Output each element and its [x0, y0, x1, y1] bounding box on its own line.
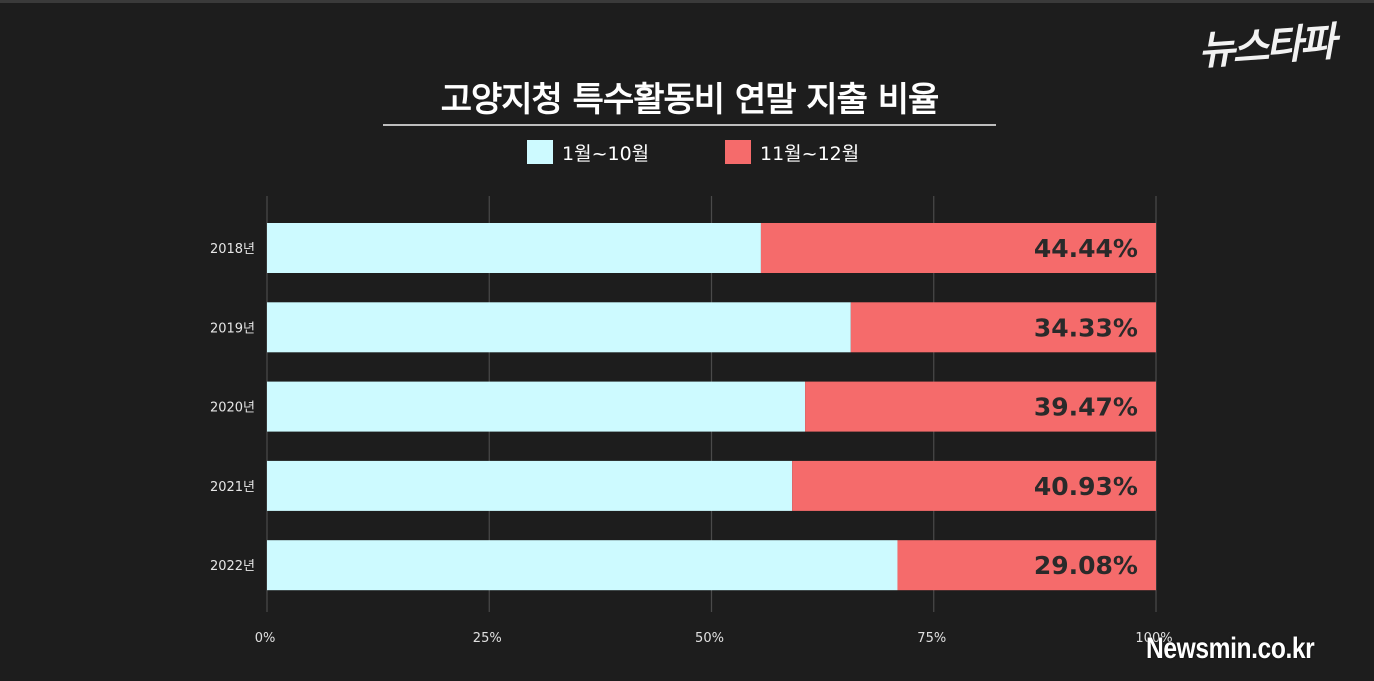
bar-segment-series-1: [267, 381, 806, 432]
legend-label-series-2: 11월~12월: [760, 142, 860, 165]
bar-data-label: 29.08%: [1034, 551, 1138, 580]
x-tick-label: 75%: [917, 631, 946, 646]
y-category-label: 2022년: [210, 559, 255, 574]
bar-segment-series-1: [267, 540, 898, 591]
title-underline: [383, 124, 996, 126]
y-category-label: 2020년: [210, 401, 255, 416]
watermark: Newsmin.co.kr: [1146, 632, 1315, 665]
bar-data-label: 44.44%: [1034, 234, 1138, 263]
x-tick-label: 25%: [473, 631, 502, 646]
y-category-label: 2018년: [210, 242, 255, 257]
bar-segment-series-1: [267, 302, 851, 353]
chart-title: 고양지청 특수활동비 연말 지출 비율: [440, 80, 940, 120]
y-category-label: 2019년: [210, 321, 255, 336]
legend-label-series-1: 1월~10월: [562, 142, 650, 165]
chart-legend: 1월~10월 11월~12월: [0, 136, 1374, 168]
bar-data-label: 34.33%: [1034, 313, 1138, 342]
x-tick-label: 100%: [1135, 631, 1172, 646]
x-tick-label: 50%: [695, 631, 724, 646]
bar-segment-series-2: [805, 381, 1156, 432]
bar-segment-series-1: [267, 223, 761, 273]
top-edge: [0, 0, 1374, 3]
legend-swatch-series-1: [527, 140, 553, 164]
bar-segment-series-2: [897, 540, 1156, 591]
bar-data-label: 39.47%: [1034, 393, 1138, 422]
legend-item-series-2: 11월~12월: [725, 136, 859, 168]
bar-segment-series-2: [850, 302, 1156, 353]
legend-item-series-1: 1월~10월: [527, 136, 649, 168]
y-category-label: 2021년: [210, 480, 255, 495]
x-tick-label: 0%: [255, 631, 276, 646]
bar-segment-series-2: [792, 460, 1156, 511]
legend-swatch-series-2: [725, 140, 751, 164]
bar-segment-series-1: [267, 460, 793, 511]
bar-data-label: 40.93%: [1034, 472, 1138, 501]
bar-segment-series-2: [760, 223, 1156, 273]
